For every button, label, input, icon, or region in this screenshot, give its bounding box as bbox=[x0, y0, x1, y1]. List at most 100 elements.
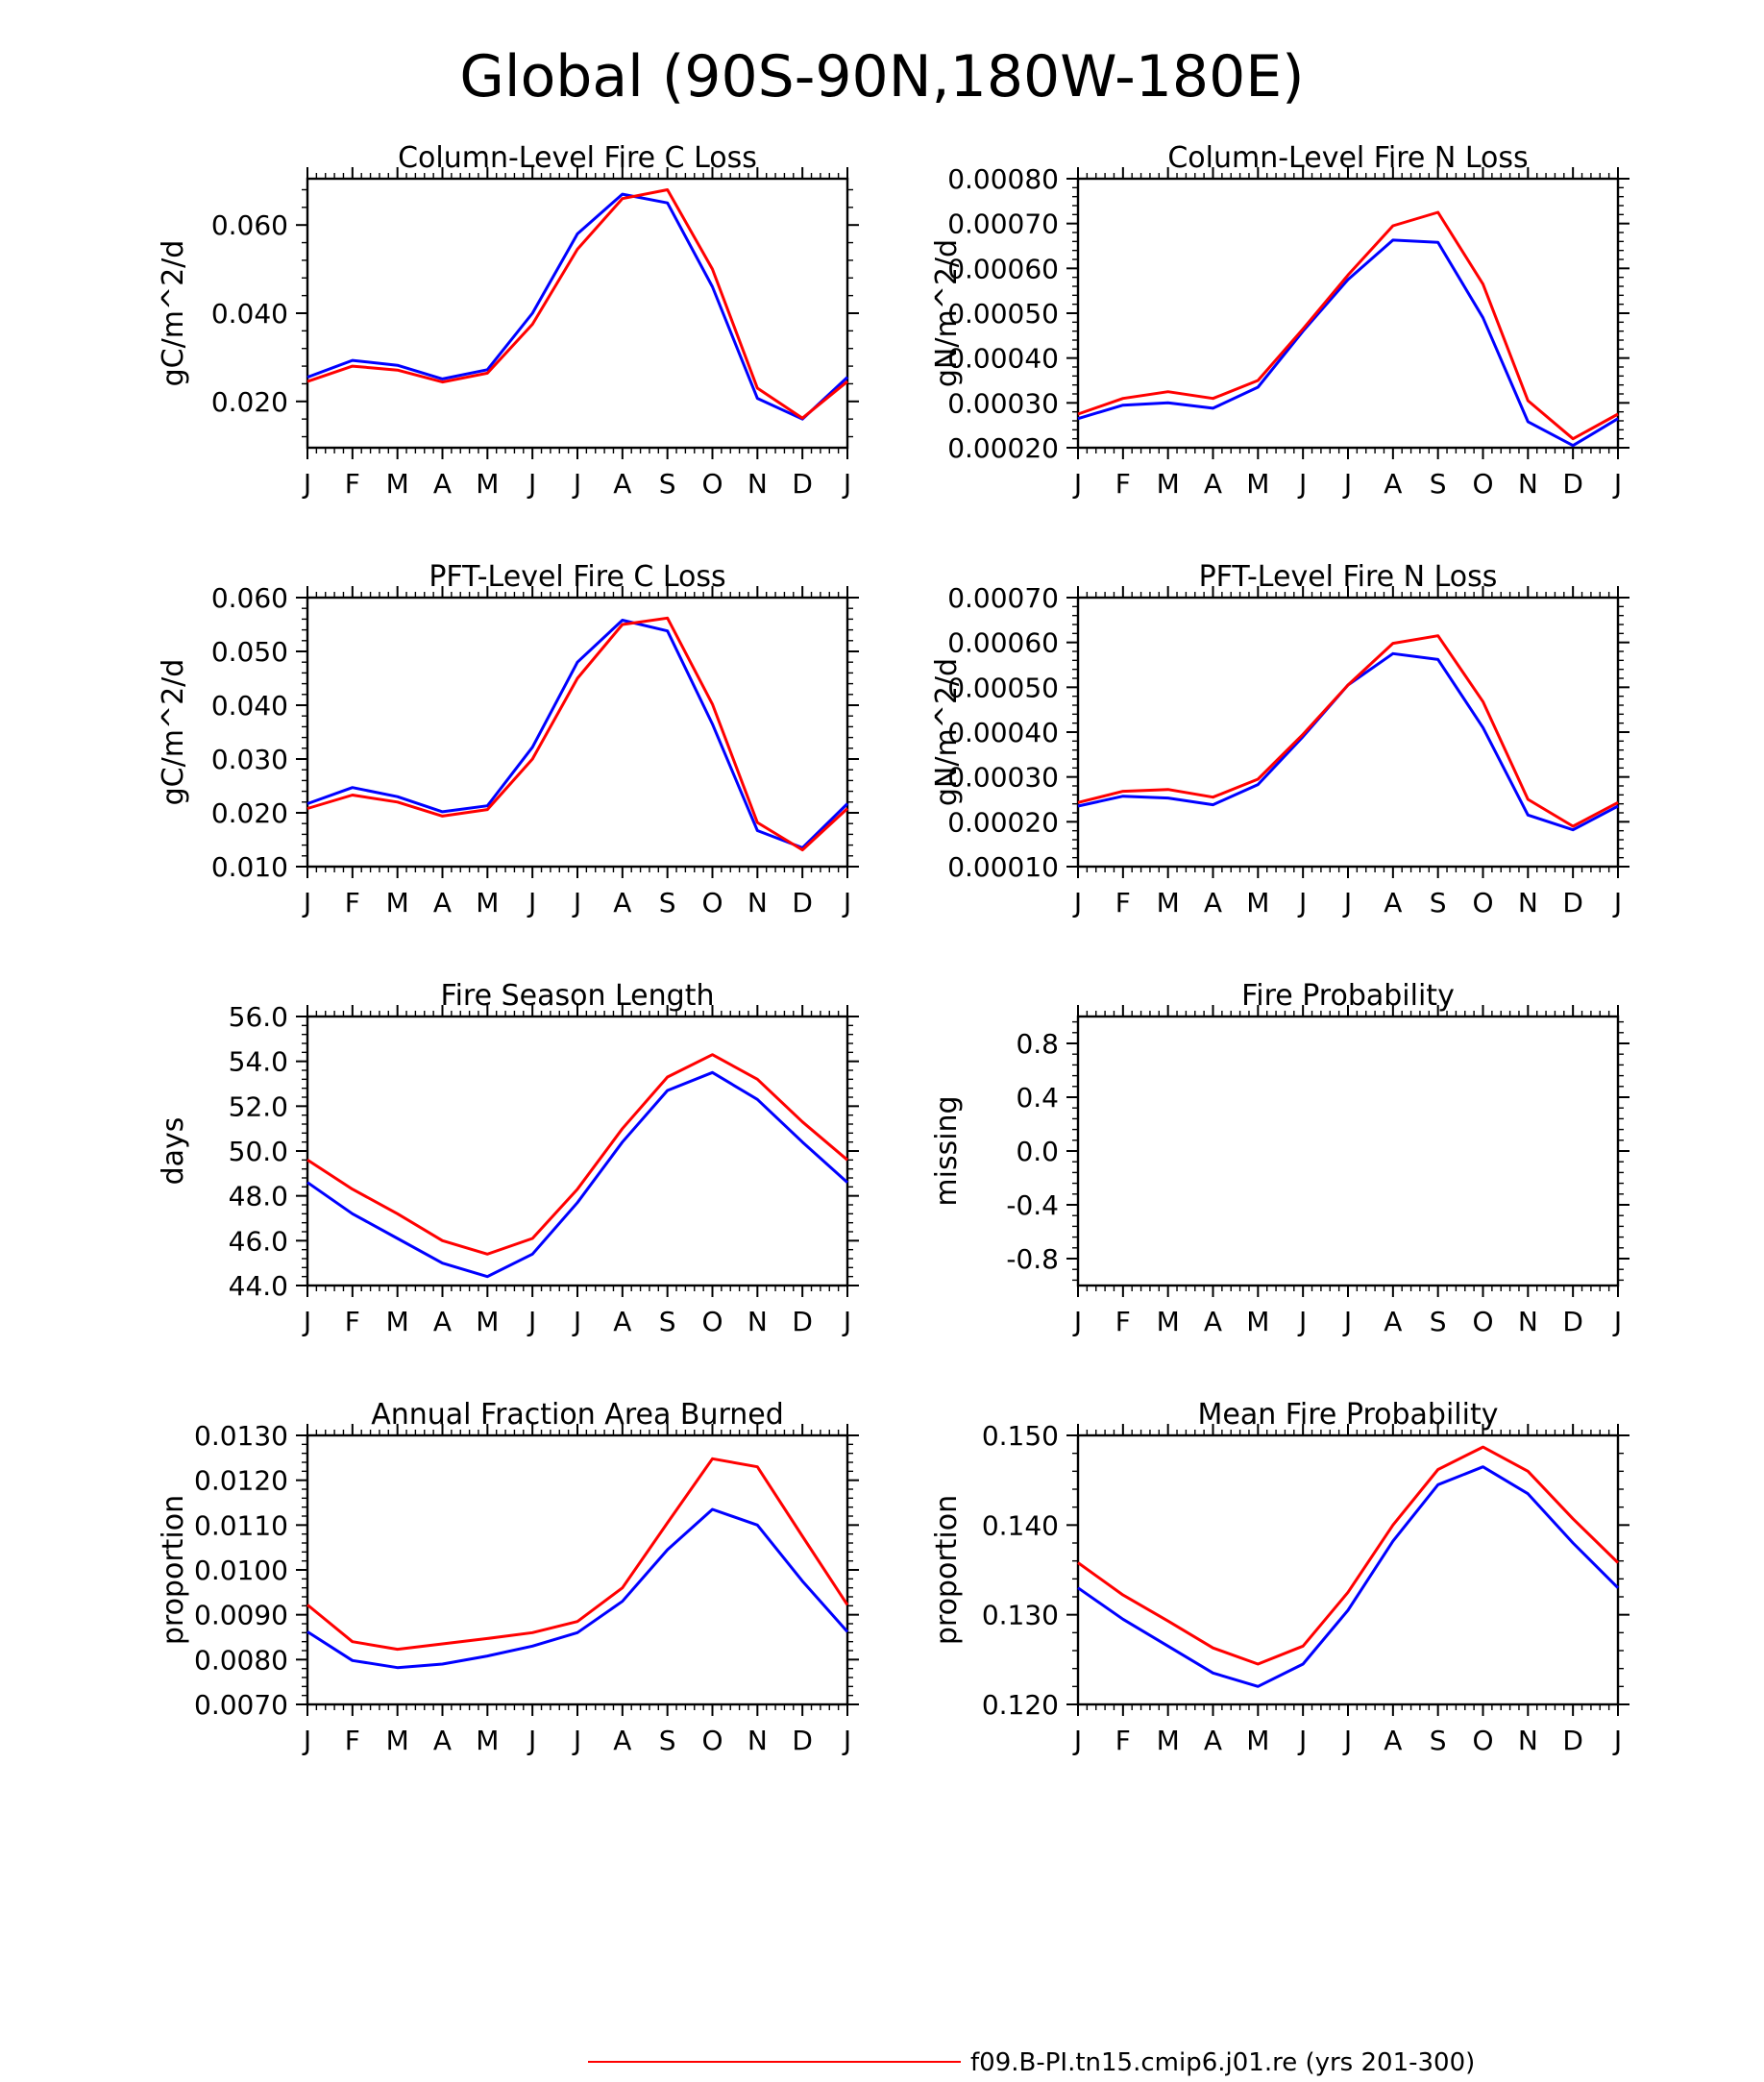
x-tick-label: J bbox=[1612, 1725, 1622, 1756]
y-tick-label: -0.8 bbox=[1006, 1243, 1059, 1275]
y-tick-label: 0.030 bbox=[211, 744, 288, 775]
x-tick-label: M bbox=[1157, 1306, 1180, 1337]
y-tick-label: 0.130 bbox=[982, 1600, 1059, 1631]
x-tick-label: N bbox=[747, 1725, 768, 1756]
y-tick-label: 0.140 bbox=[982, 1509, 1059, 1541]
y-tick-label: 0.040 bbox=[211, 690, 288, 722]
x-tick-label: O bbox=[701, 887, 723, 919]
y-tick-label: 0.4 bbox=[1016, 1082, 1059, 1114]
x-tick-label: J bbox=[527, 1306, 536, 1337]
x-tick-label: D bbox=[792, 1306, 813, 1337]
x-tick-label: M bbox=[1246, 468, 1269, 500]
x-tick-label: J bbox=[1297, 468, 1307, 500]
x-tick-label: A bbox=[1204, 1725, 1222, 1756]
x-tick-label: J bbox=[1072, 468, 1082, 500]
x-tick-label: O bbox=[701, 468, 723, 500]
panel-title: Column-Level Fire N Loss bbox=[1167, 141, 1528, 175]
x-tick-label: N bbox=[747, 887, 768, 919]
x-tick-label: J bbox=[1612, 887, 1622, 919]
x-tick-label: S bbox=[1430, 1306, 1447, 1337]
x-tick-label: J bbox=[842, 887, 851, 919]
y-tick-label: 0.0080 bbox=[194, 1644, 288, 1676]
x-tick-label: J bbox=[1342, 1306, 1352, 1337]
x-tick-label: A bbox=[433, 468, 452, 500]
x-tick-label: S bbox=[659, 468, 676, 500]
x-tick-label: J bbox=[842, 1306, 851, 1337]
y-tick-label: 0.00050 bbox=[947, 672, 1059, 703]
y-axis-label: gN/m^2/d bbox=[930, 239, 964, 387]
x-tick-label: M bbox=[1157, 468, 1180, 500]
x-tick-label: J bbox=[1072, 1306, 1082, 1337]
x-tick-label: J bbox=[1072, 1725, 1082, 1756]
series-line-blue bbox=[306, 1070, 849, 1279]
x-tick-label: A bbox=[433, 1306, 452, 1337]
y-axis-label: gC/m^2/d bbox=[157, 659, 190, 806]
x-tick-label: J bbox=[572, 468, 581, 500]
x-tick-label: J bbox=[302, 1725, 311, 1756]
x-tick-label: O bbox=[1472, 1725, 1493, 1756]
x-tick-label: S bbox=[659, 887, 676, 919]
y-tick-label: 0.0130 bbox=[194, 1420, 288, 1452]
x-tick-label: J bbox=[302, 468, 311, 500]
y-tick-label: 0.00020 bbox=[947, 806, 1059, 838]
x-tick-label: S bbox=[1430, 887, 1447, 919]
y-tick-label: 0.00030 bbox=[947, 387, 1059, 419]
x-tick-label: A bbox=[1384, 468, 1402, 500]
x-tick-label: A bbox=[433, 1725, 452, 1756]
x-tick-label: O bbox=[1472, 1306, 1493, 1337]
panel-title: PFT-Level Fire C Loss bbox=[429, 560, 725, 594]
x-tick-label: A bbox=[433, 887, 452, 919]
chart-panel-3: J F M A M J J A S O N D J0.0100.0200.0300.0400.0500.… bbox=[157, 560, 859, 919]
plot-frame bbox=[306, 1433, 849, 1706]
figure-title: Global (90S-90N,180W-180E) bbox=[459, 43, 1304, 110]
x-tick-label: A bbox=[1204, 887, 1222, 919]
panel-title: Mean Fire Probability bbox=[1198, 1398, 1499, 1432]
y-axis-label: proportion bbox=[157, 1495, 190, 1645]
y-tick-label: 0.020 bbox=[211, 386, 288, 418]
y-tick-label: 0.0110 bbox=[194, 1509, 288, 1541]
x-tick-label: M bbox=[476, 468, 499, 500]
x-tick-label: F bbox=[1115, 468, 1131, 500]
x-tick-label: A bbox=[1204, 1306, 1222, 1337]
x-tick-label: F bbox=[345, 887, 360, 919]
y-tick-label: 0.120 bbox=[982, 1689, 1059, 1721]
y-tick-label: 0.0090 bbox=[194, 1600, 288, 1631]
x-tick-label: N bbox=[1518, 1725, 1538, 1756]
y-tick-label: 0.0100 bbox=[194, 1555, 288, 1586]
x-tick-label: D bbox=[1562, 887, 1583, 919]
y-tick-label: 0.00050 bbox=[947, 298, 1059, 330]
x-tick-label: J bbox=[1612, 468, 1622, 500]
x-tick-label: M bbox=[1246, 1306, 1269, 1337]
series-line-red bbox=[306, 1457, 849, 1652]
y-axis-label: days bbox=[157, 1117, 190, 1186]
y-tick-label: 54.0 bbox=[229, 1046, 288, 1078]
panel-title: Column-Level Fire C Loss bbox=[398, 141, 757, 175]
x-tick-label: A bbox=[613, 1306, 631, 1337]
x-tick-label: M bbox=[476, 887, 499, 919]
series-line-red bbox=[306, 616, 849, 852]
x-tick-label: S bbox=[659, 1306, 676, 1337]
x-tick-label: F bbox=[345, 1725, 360, 1756]
series-line-blue bbox=[306, 1507, 849, 1670]
series-line-red bbox=[1077, 634, 1619, 828]
legend-label: f09.B-PI.tn15.cmip6.j01.re (yrs 201-300) bbox=[970, 2048, 1475, 2077]
series-line-blue bbox=[306, 619, 849, 849]
x-tick-label: D bbox=[1562, 1306, 1583, 1337]
x-tick-label: O bbox=[701, 1306, 723, 1337]
y-tick-label: 0.8 bbox=[1016, 1028, 1059, 1060]
x-tick-label: J bbox=[1297, 887, 1307, 919]
chart-panel-7: J F M A M J J A S O N D J0.00700.00800.00900.01000.0… bbox=[157, 1398, 859, 1756]
plot-frame bbox=[306, 596, 849, 869]
y-tick-label: 0.00040 bbox=[947, 343, 1059, 375]
x-tick-label: J bbox=[302, 1306, 311, 1337]
x-tick-label: J bbox=[842, 468, 851, 500]
x-tick-label: S bbox=[659, 1725, 676, 1756]
y-tick-label: -0.4 bbox=[1006, 1189, 1059, 1221]
x-tick-label: M bbox=[386, 1725, 409, 1756]
x-tick-label: D bbox=[1562, 1725, 1583, 1756]
x-tick-label: M bbox=[386, 887, 409, 919]
chart-panel-1: J F M A M J J A S O N D J0.0200.0400.060Column-Level… bbox=[157, 141, 859, 500]
y-axis-label: missing bbox=[930, 1095, 964, 1206]
